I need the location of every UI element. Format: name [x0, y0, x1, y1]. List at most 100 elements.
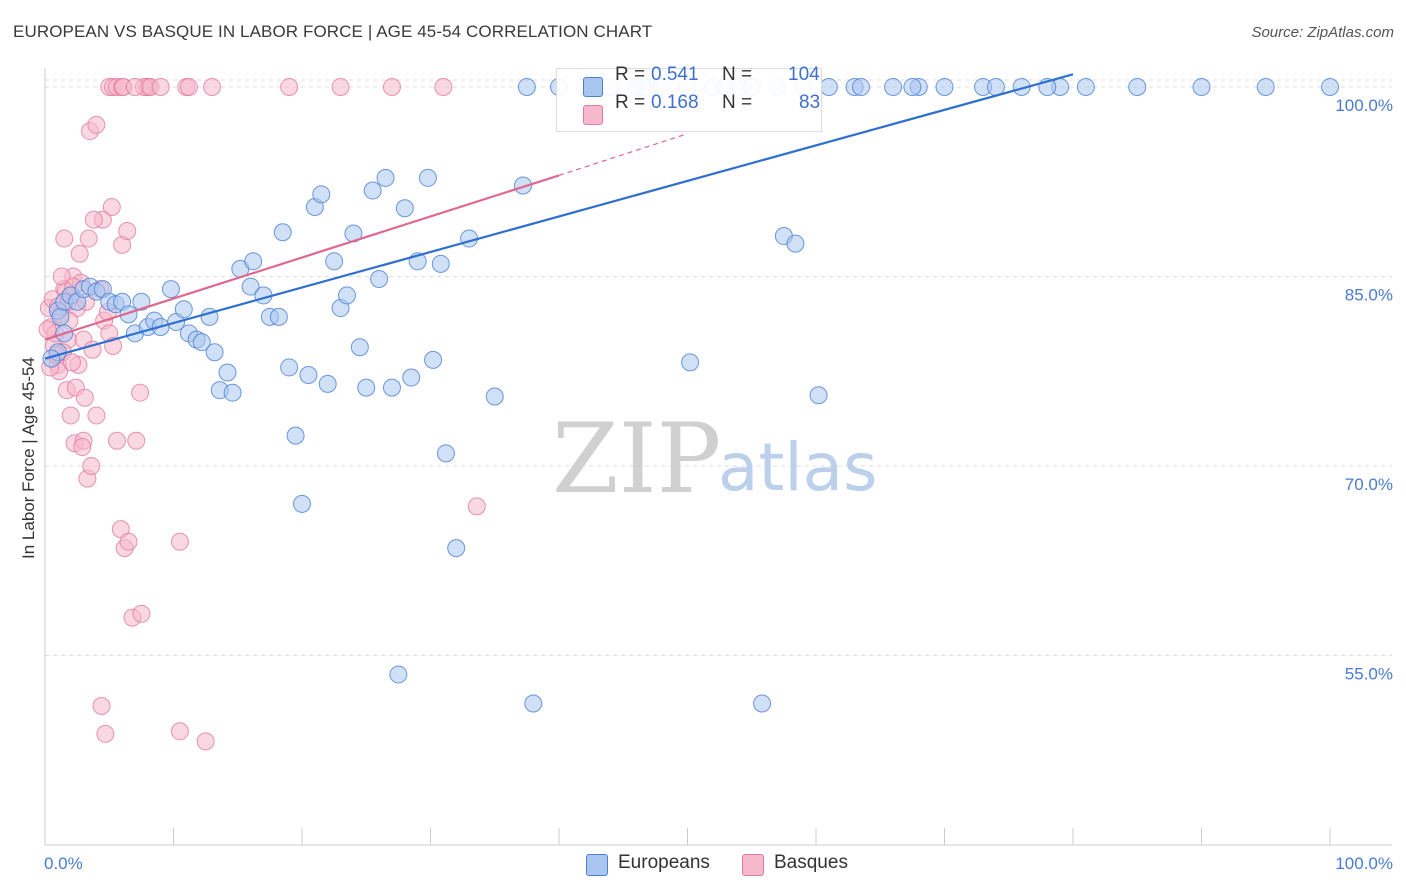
basques-point-45 — [331, 77, 350, 96]
europeans-point-4 — [42, 349, 61, 368]
europeans-point-23 — [174, 300, 193, 319]
trend-lines — [44, 73, 1074, 360]
europeans-n-value: 104 — [788, 64, 820, 85]
europeans-point-83 — [884, 77, 903, 96]
y-tick-label-0: 55.0% — [1345, 664, 1393, 683]
basques-trend-extension — [558, 133, 688, 176]
europeans-point-102 — [903, 77, 922, 96]
europeans-point-21 — [161, 280, 180, 299]
europeans-point-28 — [205, 343, 224, 362]
europeans-point-15 — [119, 305, 138, 324]
europeans-point-52 — [363, 181, 382, 200]
europeans-point-68 — [524, 694, 543, 713]
basques-n-label: N = — [722, 92, 753, 113]
europeans-point-101 — [851, 77, 870, 96]
basques-point-53 — [118, 221, 137, 240]
europeans-point-51 — [357, 378, 376, 397]
basques-point-46 — [382, 77, 401, 96]
basques-point-68 — [196, 732, 215, 751]
tick-labels: 55.0% 70.0% 85.0% 100.0% 0.0% 100.0% — [44, 96, 1393, 873]
gridlines — [45, 79, 1392, 656]
europeans-point-98 — [809, 386, 828, 405]
europeans-point-58 — [402, 368, 421, 387]
correlation-legend: R = 0.541 N = 104 R = 0.168 N = 83 — [556, 64, 822, 132]
europeans-point-38 — [273, 223, 292, 242]
basques-point-85 — [179, 77, 198, 96]
watermark: ZIP atlas — [552, 403, 878, 515]
europeans-r-value: 0.541 — [651, 64, 699, 85]
europeans-point-67 — [514, 176, 533, 195]
basques-point-36 — [87, 115, 106, 134]
europeans-point-99 — [517, 77, 536, 96]
europeans-swatch — [583, 77, 603, 97]
europeans-point-60 — [418, 168, 437, 187]
source-label: Source: ZipAtlas.com — [1251, 24, 1394, 41]
x-tick-label-1: 100.0% — [1335, 854, 1393, 873]
basques-point-48 — [70, 244, 89, 263]
basques-point-44 — [280, 77, 299, 96]
europeans-point-54 — [376, 168, 395, 187]
europeans-legend-swatch — [586, 854, 608, 876]
watermark-atlas: atlas — [718, 429, 878, 506]
watermark-zip: ZIP — [552, 403, 721, 515]
chart-title: EUROPEAN VS BASQUE IN LABOR FORCE | AGE … — [13, 22, 653, 41]
basques-swatch — [583, 105, 603, 125]
europeans-point-90 — [1128, 77, 1147, 96]
europeans-point-26 — [192, 333, 211, 352]
basques-point-84 — [151, 77, 170, 96]
europeans-point-61 — [424, 350, 443, 369]
europeans-point-91 — [1192, 77, 1211, 96]
basques-point-59 — [62, 353, 81, 372]
basques-point-63 — [73, 438, 92, 457]
basques-points — [38, 77, 486, 751]
europeans-point-33 — [244, 252, 263, 271]
basques-point-55 — [55, 229, 74, 248]
europeans-point-29 — [218, 363, 237, 382]
europeans-trend-line — [44, 73, 1074, 360]
basques-trend-line — [44, 174, 560, 341]
basques-legend-label: Basques — [774, 852, 848, 873]
europeans-point-64 — [447, 539, 466, 558]
europeans-point-39 — [280, 358, 299, 377]
axes — [44, 68, 1392, 846]
europeans-point-93 — [1321, 77, 1339, 96]
europeans-point-56 — [389, 665, 408, 684]
europeans-point-66 — [485, 387, 504, 406]
europeans-point-63 — [436, 444, 455, 463]
europeans-point-41 — [293, 494, 311, 513]
basques-point-69 — [132, 604, 151, 623]
europeans-point-44 — [312, 185, 331, 204]
europeans-point-95 — [753, 694, 772, 713]
europeans-n-label: N = — [722, 64, 753, 85]
basques-point-31 — [119, 532, 138, 551]
basques-point-33 — [127, 431, 146, 450]
basques-point-43 — [203, 77, 222, 96]
europeans-point-42 — [299, 366, 318, 385]
basques-point-51 — [102, 197, 121, 216]
x-tick-label-0: 0.0% — [44, 854, 83, 873]
basques-point-47 — [434, 77, 453, 96]
basques-point-73 — [75, 388, 94, 407]
europeans-point-97 — [786, 234, 805, 253]
basques-point-75 — [38, 320, 57, 339]
europeans-legend-label: Europeans — [618, 852, 710, 873]
europeans-point-57 — [395, 199, 414, 218]
basques-point-67 — [170, 532, 189, 551]
basques-r-value: 0.168 — [651, 92, 699, 113]
y-tick-label-2: 85.0% — [1345, 285, 1393, 304]
basques-n-value: 83 — [799, 92, 821, 113]
basques-point-66 — [170, 722, 189, 741]
europeans-point-96 — [681, 353, 700, 372]
europeans-point-37 — [269, 307, 288, 326]
europeans-point-45 — [318, 374, 337, 393]
basques-point-28 — [107, 431, 126, 450]
y-axis-title: In Labor Force | Age 45-54 — [19, 357, 38, 559]
europeans-point-50 — [350, 338, 369, 357]
basques-point-23 — [87, 406, 106, 425]
basques-point-22 — [82, 456, 101, 475]
europeans-point-62 — [431, 254, 450, 273]
europeans-point-31 — [223, 383, 242, 402]
europeans-point-85 — [935, 77, 954, 96]
europeans-point-92 — [1256, 77, 1275, 96]
y-tick-label-1: 70.0% — [1345, 475, 1393, 494]
